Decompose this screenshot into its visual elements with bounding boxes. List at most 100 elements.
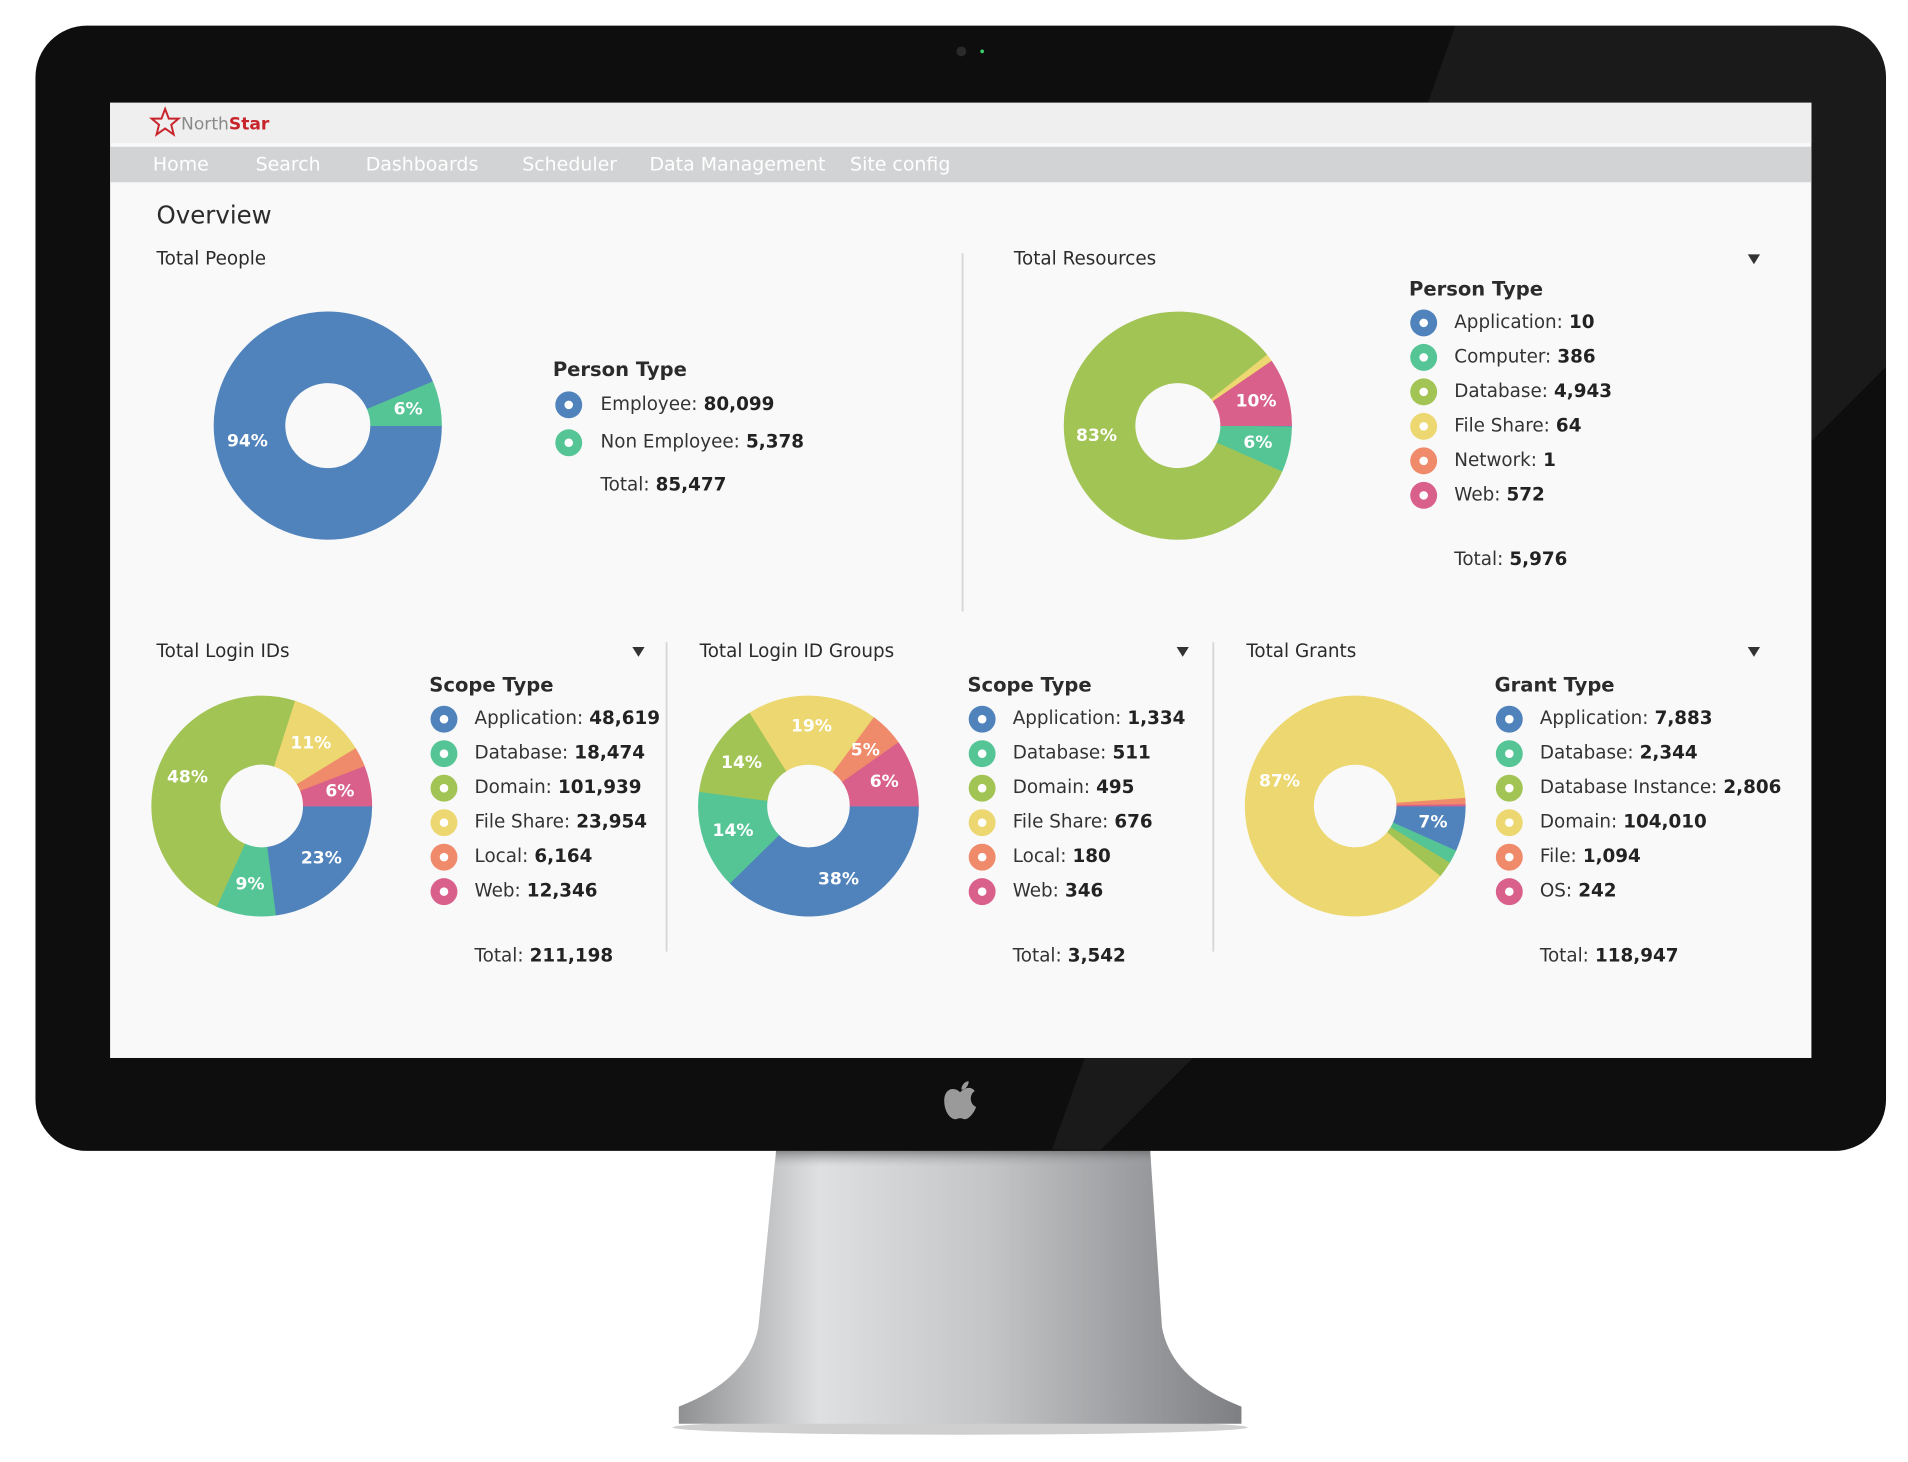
legend-entry: Database: 2,344 bbox=[1540, 743, 1698, 764]
pie-slice bbox=[213, 311, 442, 540]
legend-marker-center bbox=[1419, 353, 1428, 362]
chart-panel: Total People 94% 6% Person Type Employee: 80,… bbox=[156, 248, 804, 540]
legend-label: Application: bbox=[475, 708, 584, 729]
legend-value: 511 bbox=[1112, 743, 1150, 764]
nav-link[interactable]: Home bbox=[153, 154, 209, 176]
slice-label: 94% bbox=[227, 432, 268, 452]
slice-label: 14% bbox=[721, 753, 762, 773]
slice-label: 9% bbox=[235, 875, 264, 895]
slice-label: 6% bbox=[394, 400, 423, 420]
pie-slice bbox=[300, 766, 373, 807]
legend-label: Non Employee: bbox=[601, 432, 740, 453]
chart-panel: Total Resources 6% 83% 10% Person Type Applic… bbox=[1013, 248, 1761, 570]
legend-entry: Database: 18,474 bbox=[475, 743, 645, 764]
legend-marker-center bbox=[439, 887, 449, 896]
pie-slice bbox=[1396, 804, 1466, 807]
legend-entry: OS: 242 bbox=[1540, 881, 1617, 902]
screen bbox=[110, 102, 1812, 1058]
slice-label: 6% bbox=[325, 782, 354, 802]
chart-panel: Total Login IDs 23% 9% 48% 11% 6% Scope Type Ap… bbox=[151, 641, 660, 966]
legend-value: 180 bbox=[1073, 846, 1111, 867]
dropdown-arrow[interactable] bbox=[1747, 254, 1761, 265]
legend-value: 2,806 bbox=[1723, 777, 1781, 798]
pie-slice bbox=[842, 742, 919, 807]
legend-title: Person Type bbox=[1409, 277, 1543, 300]
total-caption: Total: bbox=[474, 945, 524, 966]
legend-value: 23,954 bbox=[576, 812, 647, 833]
camera bbox=[956, 46, 967, 57]
chart-title: Total Grants bbox=[1245, 641, 1356, 662]
total: Total: 3,542 bbox=[1012, 945, 1126, 966]
legend-entry: Web: 12,346 bbox=[475, 881, 598, 902]
legend-entry: Network: 1 bbox=[1454, 450, 1556, 471]
charts: Total People 94% 6% Person Type Employee: 80,… bbox=[151, 248, 1781, 966]
legend-marker-center bbox=[977, 714, 987, 724]
slice-label: 19% bbox=[791, 717, 832, 737]
logo-part: Star bbox=[229, 115, 270, 135]
legend-marker-center bbox=[1505, 887, 1514, 896]
pie-slice bbox=[729, 805, 919, 917]
legend-label: Domain: bbox=[1540, 812, 1617, 833]
legend-value: 2,344 bbox=[1640, 743, 1698, 764]
legend-label: Application: bbox=[1013, 708, 1122, 729]
nav-link[interactable]: Dashboards bbox=[366, 154, 479, 176]
chart-title: Total People bbox=[156, 248, 267, 269]
legend-label: Database: bbox=[1013, 743, 1107, 764]
legend-label: Database Instance: bbox=[1540, 777, 1717, 798]
legend-value: 48,619 bbox=[589, 708, 660, 729]
legend-label: Database: bbox=[1540, 743, 1634, 764]
total-value: 211,198 bbox=[530, 945, 613, 966]
legend-value: 676 bbox=[1114, 812, 1152, 833]
page-title: Overview bbox=[157, 200, 272, 229]
slice-label: 83% bbox=[1076, 426, 1117, 446]
total: Total: 85,477 bbox=[600, 475, 727, 496]
legend-marker-center bbox=[1505, 714, 1514, 724]
dropdown-arrow[interactable] bbox=[1747, 647, 1761, 657]
legend-entry: Application: 10 bbox=[1454, 312, 1594, 333]
pie-slice bbox=[698, 712, 787, 801]
slice-label: 23% bbox=[301, 849, 342, 869]
legend-marker-center bbox=[1419, 318, 1428, 328]
legend-marker-center bbox=[439, 783, 449, 793]
legend-value: 4,943 bbox=[1554, 381, 1612, 402]
pie-slice bbox=[366, 381, 442, 426]
legend-entry: Web: 346 bbox=[1013, 881, 1104, 902]
legend-marker-center bbox=[439, 714, 449, 724]
total-caption: Total: bbox=[1539, 945, 1589, 966]
nav-link[interactable]: Site config bbox=[850, 154, 950, 176]
legend-value: 12,346 bbox=[527, 881, 598, 902]
pie-slice bbox=[151, 695, 296, 907]
legend-entry: Non Employee: 5,378 bbox=[601, 432, 804, 453]
total-caption: Total: bbox=[1012, 945, 1062, 966]
nav-link[interactable]: Scheduler bbox=[522, 154, 617, 176]
dropdown-arrow[interactable] bbox=[1176, 647, 1189, 657]
nav-link[interactable]: Search bbox=[256, 154, 321, 176]
legend-marker-center bbox=[564, 438, 574, 448]
legend-label: Local: bbox=[1013, 846, 1067, 867]
legend-label: Local: bbox=[475, 846, 529, 867]
legend-entry: Computer: 386 bbox=[1454, 346, 1595, 367]
legend-marker-center bbox=[1419, 387, 1428, 397]
dropdown-arrow[interactable] bbox=[632, 647, 645, 657]
slice-label: 48% bbox=[167, 768, 208, 788]
logo-part: North bbox=[181, 115, 229, 135]
legend-entry: Application: 1,334 bbox=[1013, 708, 1186, 729]
apple-logo bbox=[944, 1081, 977, 1120]
legend-value: 80,099 bbox=[704, 394, 775, 415]
legend-entry: Application: 48,619 bbox=[475, 708, 660, 729]
legend-marker-center bbox=[1419, 456, 1428, 466]
legend-marker-center bbox=[564, 400, 574, 410]
pie-slice bbox=[1063, 311, 1283, 540]
legend-title: Scope Type bbox=[967, 674, 1091, 697]
legend-value: 346 bbox=[1065, 881, 1103, 902]
legend-marker-center bbox=[1505, 749, 1514, 758]
total-caption: Total: bbox=[600, 475, 650, 496]
legend-label: OS: bbox=[1540, 881, 1572, 902]
chart-title: Total Resources bbox=[1013, 248, 1156, 269]
legend-label: Employee: bbox=[601, 394, 698, 415]
pie-slice bbox=[266, 805, 373, 916]
total: Total: 5,976 bbox=[1453, 549, 1567, 570]
nav-link[interactable]: Data Management bbox=[649, 154, 825, 176]
legend-entry: Database: 4,943 bbox=[1454, 381, 1612, 402]
